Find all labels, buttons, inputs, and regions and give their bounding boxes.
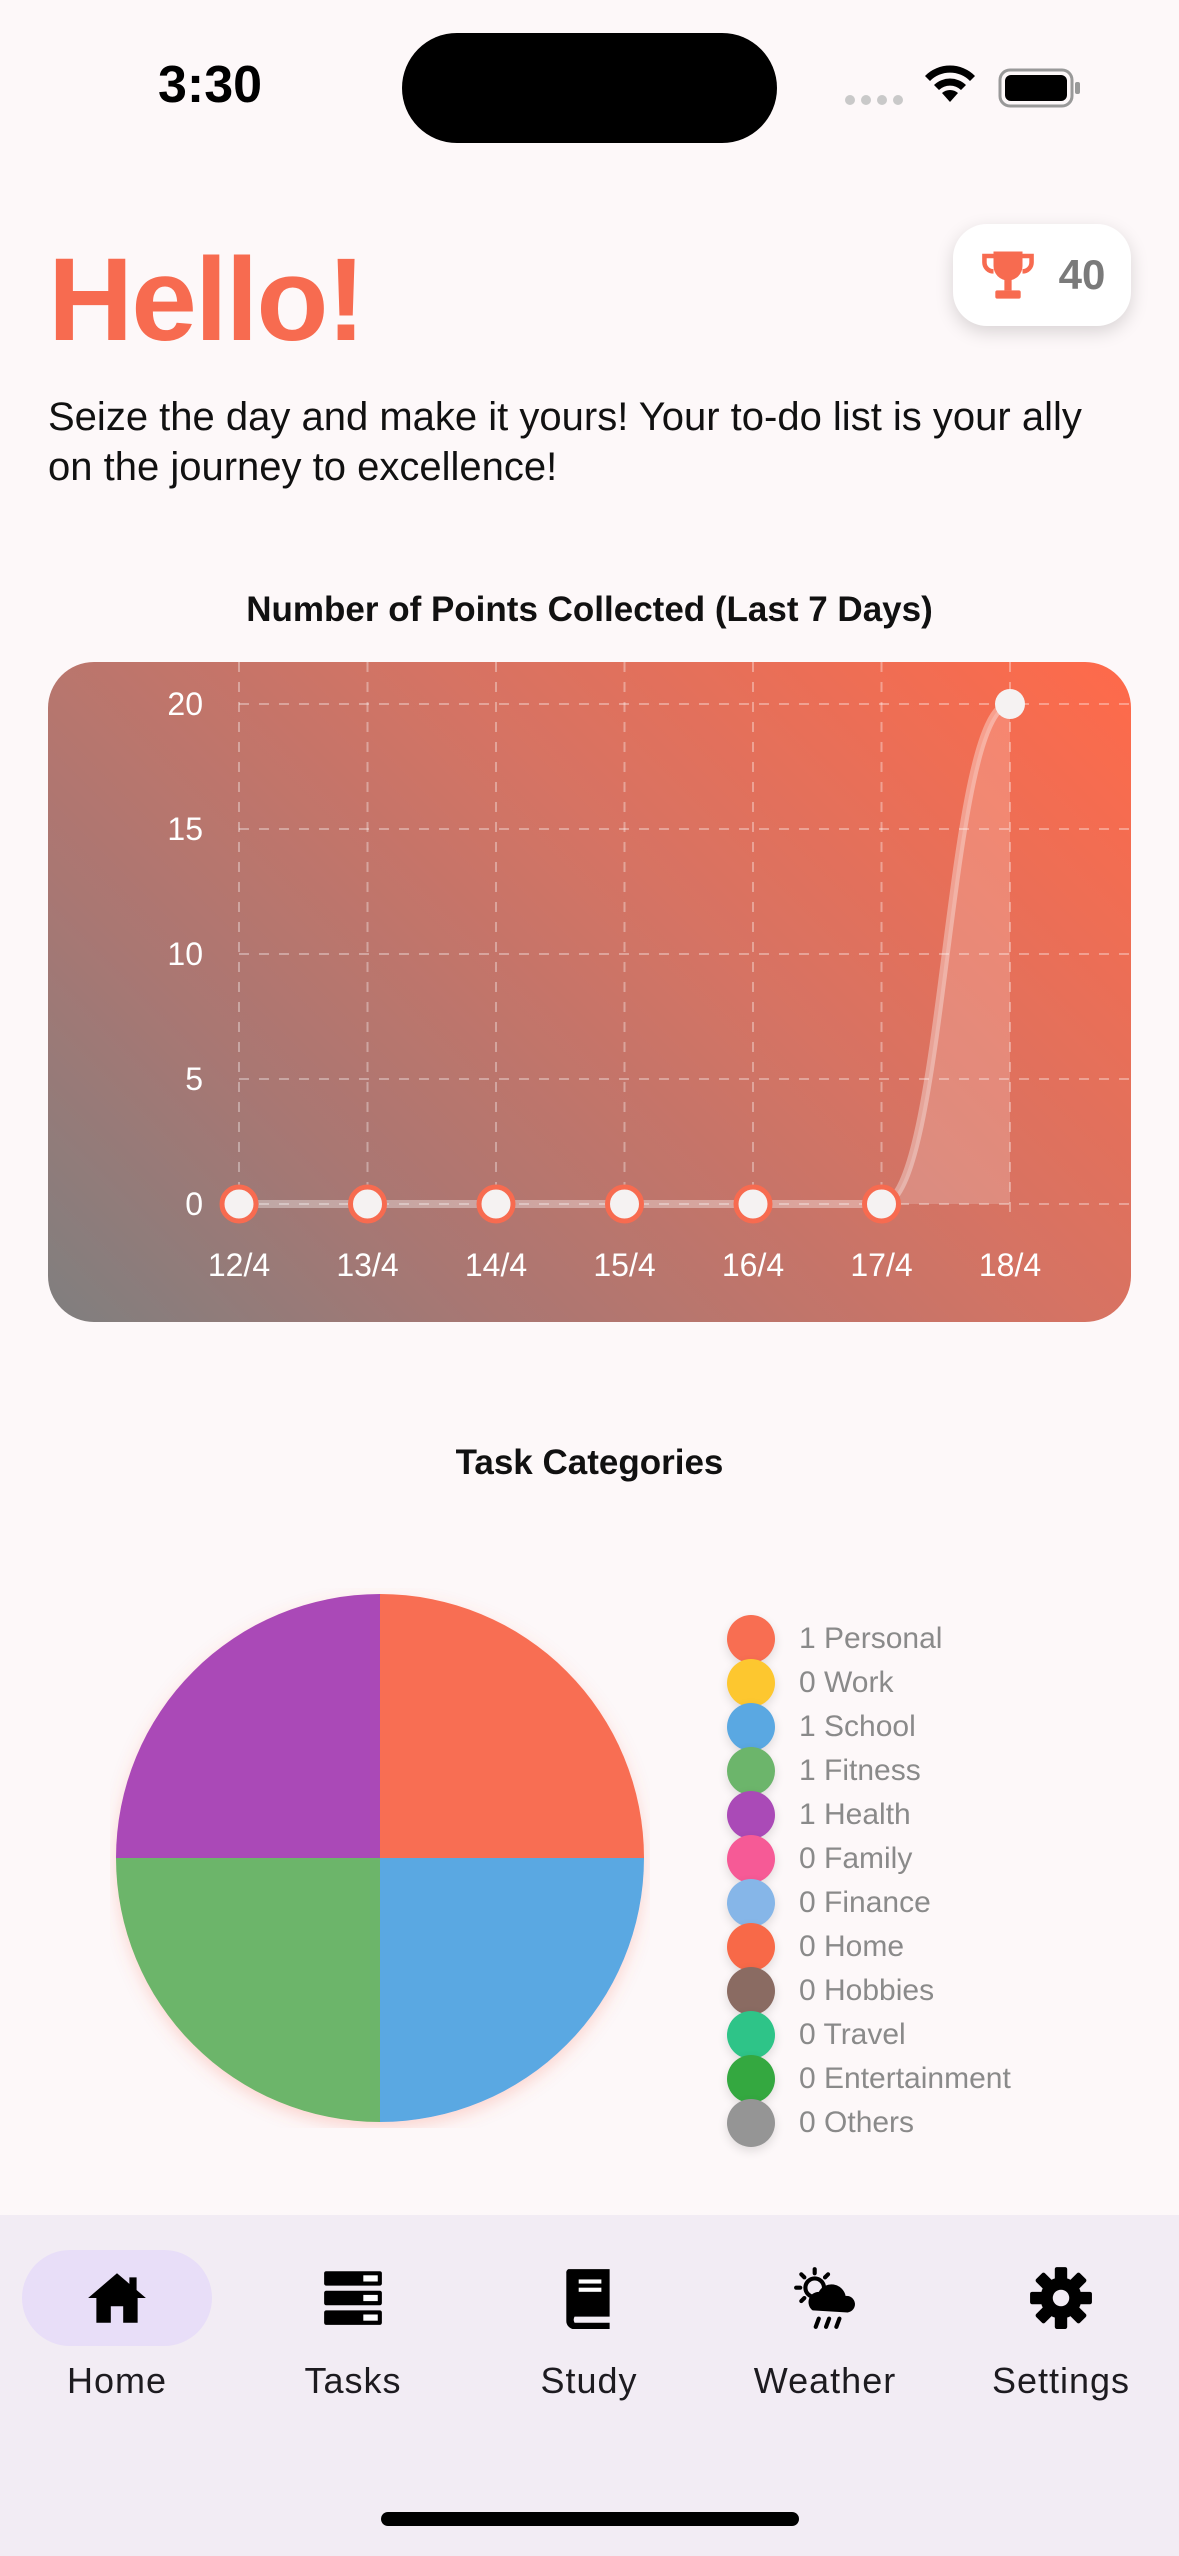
data-point [733, 1184, 773, 1224]
x-tick-label: 15/4 [593, 1247, 655, 1283]
x-tick-label: 14/4 [465, 1247, 527, 1283]
home-icon [88, 2273, 146, 2323]
weather-icon [794, 2267, 855, 2329]
legend-label: 0 Travel [799, 2018, 906, 2051]
legend-label: 0 Work [799, 1666, 894, 1699]
nav-label-weather: Weather [753, 2360, 897, 2401]
trophy-icon [981, 251, 1034, 299]
data-point [995, 689, 1025, 719]
signal-dots-icon [845, 95, 903, 105]
line-chart-title: Number of Points Collected (Last 7 Days) [246, 590, 933, 629]
legend-swatch [727, 2055, 775, 2103]
pie-slice-fitness [116, 1858, 380, 2122]
legend-swatch [727, 1967, 775, 2015]
legend-swatch [727, 2011, 775, 2059]
legend-label: 0 Entertainment [799, 2062, 1011, 2095]
legend-swatch [727, 1879, 775, 1927]
pie-slice-school [380, 1858, 644, 2122]
x-tick-label: 18/4 [979, 1247, 1041, 1283]
legend-label: 0 Others [799, 2106, 915, 2139]
x-tick-label: 16/4 [722, 1247, 784, 1283]
legend-item-home: 0 Home [727, 1923, 1011, 1971]
pie-chart-canvas [116, 1594, 644, 2122]
legend-item-hobbies: 0 Hobbies [727, 1967, 1011, 2015]
legend-item-personal: 1 Personal [727, 1615, 1011, 1663]
nav-label-tasks: Tasks [304, 2360, 402, 2401]
y-tick-label: 5 [185, 1061, 203, 1097]
data-point [605, 1184, 644, 1224]
legend-label: 1 Fitness [799, 1754, 921, 1787]
greeting-title: Hello! [48, 234, 366, 366]
legend-item-school: 1 School [727, 1703, 1011, 1751]
legend-item-travel: 0 Travel [727, 2011, 1011, 2059]
legend-item-work: 0 Work [727, 1659, 1011, 1707]
pie-legend: 1 Personal 0 Work 1 School 1 Fitness 1 Healt… [727, 1615, 1011, 2147]
legend-item-health: 1 Health [727, 1791, 1011, 1839]
legend-item-others: 0 Others [727, 2099, 1011, 2147]
nav-label-home: Home [66, 2360, 168, 2401]
pie-slice-personal [380, 1594, 644, 1858]
nav-item-tasks[interactable]: Tasks [253, 2250, 453, 2430]
x-tick-label: 13/4 [336, 1247, 398, 1283]
legend-swatch [727, 1703, 775, 1751]
legend-label: 0 Home [799, 1930, 905, 1963]
y-tick-label: 15 [167, 811, 203, 847]
y-tick-label: 10 [167, 936, 203, 972]
legend-label: 0 Family [799, 1842, 913, 1875]
status-bar: 3:30 [0, 0, 1179, 170]
nav-item-weather[interactable]: Weather [725, 2250, 925, 2430]
legend-item-family: 0 Family [727, 1835, 1011, 1883]
nav-item-settings[interactable]: Settings [961, 2250, 1161, 2430]
line-chart-canvas: 0 5 10 15 20 12/4 13/4 14/4 15/4 16/4 17/4 18/4 [167, 662, 1131, 1283]
legend-label: 1 School [799, 1710, 916, 1743]
tasks-icon [324, 2271, 382, 2325]
data-point [862, 1184, 901, 1224]
x-tick-label: 17/4 [850, 1247, 912, 1283]
legend-swatch [727, 1923, 775, 1971]
nav-item-home[interactable]: Home [17, 2250, 217, 2430]
x-tick-label: 12/4 [208, 1247, 270, 1283]
y-tick-label: 20 [167, 686, 203, 722]
legend-swatch [727, 1615, 775, 1663]
task-categories-pie [110, 1588, 650, 2128]
data-point [348, 1184, 387, 1224]
battery-icon [998, 68, 1080, 108]
legend-label: 1 Health [799, 1798, 911, 1831]
legend-label: 0 Hobbies [799, 1974, 935, 2007]
nav-label-settings: Settings [991, 2360, 1131, 2401]
legend-label: 0 Finance [799, 1886, 931, 1919]
legend-label: 1 Personal [799, 1622, 943, 1655]
legend-item-entertainment: 0 Entertainment [727, 2055, 1011, 2103]
bottom-navigation: Home Tasks Study [0, 2215, 1179, 2556]
nav-item-study[interactable]: Study [489, 2250, 689, 2430]
points-line-chart: 0 5 10 15 20 12/4 13/4 14/4 15/4 16/4 17/4 18/4 [48, 662, 1131, 1322]
legend-swatch [727, 1747, 775, 1795]
legend-swatch [727, 1835, 775, 1883]
legend-swatch [727, 1659, 775, 1707]
y-tick-label: 0 [185, 1186, 203, 1222]
legend-swatch [727, 2099, 775, 2147]
home-indicator [381, 2512, 799, 2526]
line-area-fill [239, 704, 1010, 1204]
legend-swatch [727, 1791, 775, 1839]
pie-slice-health [116, 1594, 380, 1858]
wifi-icon [925, 65, 975, 102]
data-point [219, 1184, 259, 1224]
book-icon [566, 2269, 610, 2329]
status-time: 3:30 [158, 56, 263, 114]
legend-item-finance: 0 Finance [727, 1879, 1011, 1927]
motivation-text: Seize the day and make it yours! Your to… [48, 395, 1082, 489]
pie-chart-title: Task Categories [455, 1443, 724, 1482]
gear-icon [1030, 2267, 1092, 2329]
legend-item-fitness: 1 Fitness [727, 1747, 1011, 1795]
points-value: 40 [1058, 251, 1106, 298]
nav-label-study: Study [540, 2360, 638, 2401]
data-point [476, 1184, 516, 1224]
points-badge[interactable]: 40 [953, 224, 1131, 326]
dynamic-island [402, 33, 777, 143]
